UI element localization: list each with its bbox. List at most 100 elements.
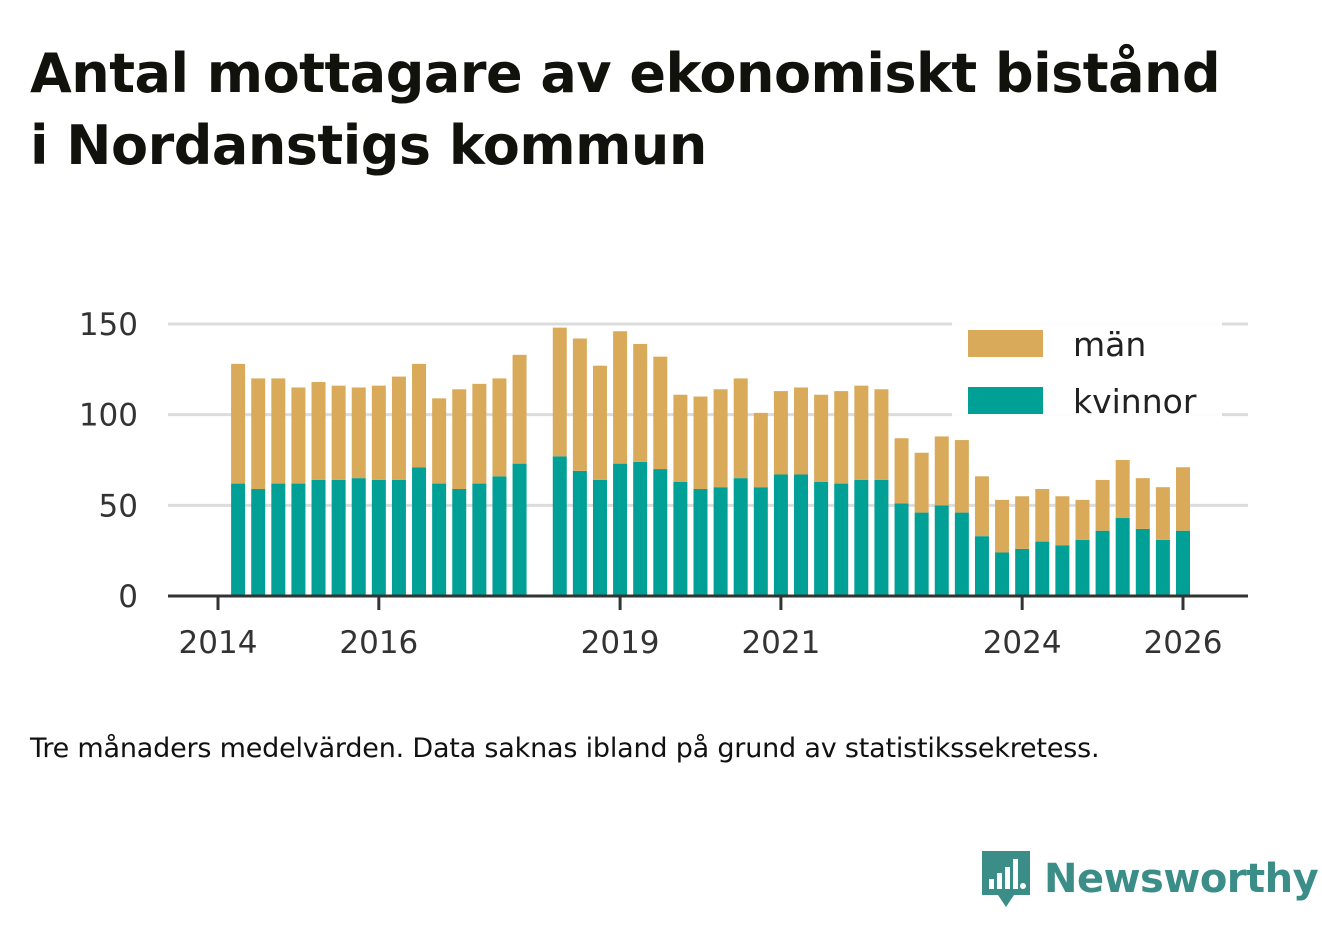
bar-kvinnor-33 (914, 512, 929, 596)
legend-label-man: män (1073, 325, 1146, 364)
newsworthy-logo[interactable]: Newsworthy (980, 848, 1319, 910)
bar-man-2 (271, 378, 286, 484)
bar-man-8 (391, 376, 406, 480)
bar-man-35 (954, 440, 969, 513)
bar-kvinnor-43 (1115, 518, 1130, 596)
bar-man-1 (251, 378, 266, 490)
bar-man-44 (1135, 478, 1150, 529)
y-tick-label-50: 50 (99, 488, 138, 524)
bar-kvinnor-41 (1075, 539, 1090, 596)
bar-kvinnor-23 (713, 487, 728, 596)
bar-man-11 (452, 389, 467, 490)
bar-kvinnor-22 (693, 489, 708, 596)
bar-kvinnor-12 (472, 483, 487, 596)
bar-man-13 (492, 378, 507, 477)
bar-kvinnor-2 (271, 483, 286, 596)
bar-kvinnor-25 (753, 487, 768, 596)
bar-man-32 (894, 438, 909, 504)
bar-man-29 (834, 391, 849, 484)
chart-title: Antal mottagare av ekonomiskt bistånd i … (30, 38, 1300, 182)
bar-kvinnor-19 (633, 461, 648, 596)
bar-man-7 (371, 385, 386, 480)
bar-man-10 (432, 398, 447, 484)
bar-kvinnor-35 (954, 512, 969, 596)
bar-man-36 (974, 476, 989, 537)
bar-man-33 (914, 452, 929, 513)
bar-man-0 (231, 363, 246, 484)
bar-kvinnor-1 (251, 489, 266, 596)
bar-man-37 (995, 499, 1010, 553)
bar-kvinnor-10 (432, 483, 447, 596)
bar-man-46 (1176, 467, 1190, 531)
bar-kvinnor-14 (512, 463, 527, 596)
legend-label-kvinnor: kvinnor (1073, 382, 1197, 421)
bar-kvinnor-24 (733, 478, 748, 596)
bar-kvinnor-5 (331, 479, 346, 596)
bar-kvinnor-28 (814, 481, 829, 596)
bar-man-40 (1055, 496, 1070, 546)
bar-kvinnor-29 (834, 483, 849, 596)
bar-kvinnor-0 (231, 483, 246, 596)
bar-man-5 (331, 385, 346, 480)
stacked-bar-chart: 0 50 100 150 2014 2016 2019 2021 2024 2026 män kvi… (79, 307, 1248, 661)
brand-name: Newsworthy (1044, 856, 1319, 902)
bars (231, 327, 1190, 596)
footnote: Tre månaders medelvärden. Data saknas ib… (30, 733, 1100, 764)
bar-kvinnor-20 (653, 469, 668, 596)
bar-kvinnor-40 (1055, 545, 1070, 596)
bar-man-9 (412, 363, 427, 468)
y-tick-label-0: 0 (118, 579, 138, 615)
bar-man-24 (733, 378, 748, 479)
bar-kvinnor-45 (1155, 539, 1170, 596)
bar-man-15 (552, 327, 567, 457)
bar-kvinnor-21 (673, 481, 688, 596)
bar-kvinnor-32 (894, 503, 909, 596)
bar-kvinnor-3 (291, 483, 306, 596)
bar-kvinnor-15 (552, 456, 567, 596)
bar-kvinnor-37 (995, 552, 1010, 596)
axes: 0 50 100 150 2014 2016 2019 2021 2024 2026 (79, 307, 1248, 661)
bar-kvinnor-6 (351, 478, 366, 596)
bar-kvinnor-39 (1035, 541, 1050, 596)
bar-man-16 (572, 338, 587, 471)
bar-man-45 (1155, 487, 1170, 540)
bar-kvinnor-36 (974, 536, 989, 596)
x-tick-label-2026: 2026 (1144, 625, 1223, 661)
bar-man-25 (753, 412, 768, 488)
bar-kvinnor-38 (1015, 548, 1030, 596)
legend: män kvinnor (952, 322, 1222, 426)
bar-kvinnor-17 (592, 479, 607, 596)
bar-man-26 (773, 391, 788, 475)
title-line-1: Antal mottagare av ekonomiskt bistånd (30, 42, 1221, 105)
bar-man-30 (854, 385, 869, 480)
bar-kvinnor-31 (874, 479, 889, 596)
bar-man-20 (653, 356, 668, 470)
bar-kvinnor-11 (452, 489, 467, 596)
bar-man-6 (351, 387, 366, 479)
legend-swatch-kvinnor (968, 387, 1043, 414)
bar-kvinnor-7 (371, 479, 386, 596)
bar-kvinnor-46 (1176, 530, 1190, 596)
x-tick-label-2014: 2014 (179, 625, 258, 661)
x-tick-label-2021: 2021 (741, 625, 820, 661)
y-tick-label-100: 100 (79, 398, 138, 434)
bar-kvinnor-8 (391, 479, 406, 596)
bar-kvinnor-26 (773, 474, 788, 596)
bar-man-18 (613, 331, 628, 464)
bar-kvinnor-16 (572, 470, 587, 596)
bar-kvinnor-18 (613, 463, 628, 596)
bar-man-21 (673, 394, 688, 482)
bar-man-41 (1075, 499, 1090, 540)
bar-kvinnor-42 (1095, 530, 1110, 596)
bar-man-42 (1095, 479, 1110, 531)
bar-man-43 (1115, 460, 1130, 519)
y-tick-label-150: 150 (79, 307, 138, 343)
bar-man-23 (713, 389, 728, 488)
bar-man-31 (874, 389, 889, 480)
bar-man-34 (934, 436, 949, 506)
bar-kvinnor-30 (854, 479, 869, 596)
bar-man-38 (1015, 496, 1030, 549)
bar-kvinnor-44 (1135, 528, 1150, 596)
x-tick-label-2024: 2024 (983, 625, 1062, 661)
bar-chart-speech-bubble-icon (982, 851, 1030, 907)
